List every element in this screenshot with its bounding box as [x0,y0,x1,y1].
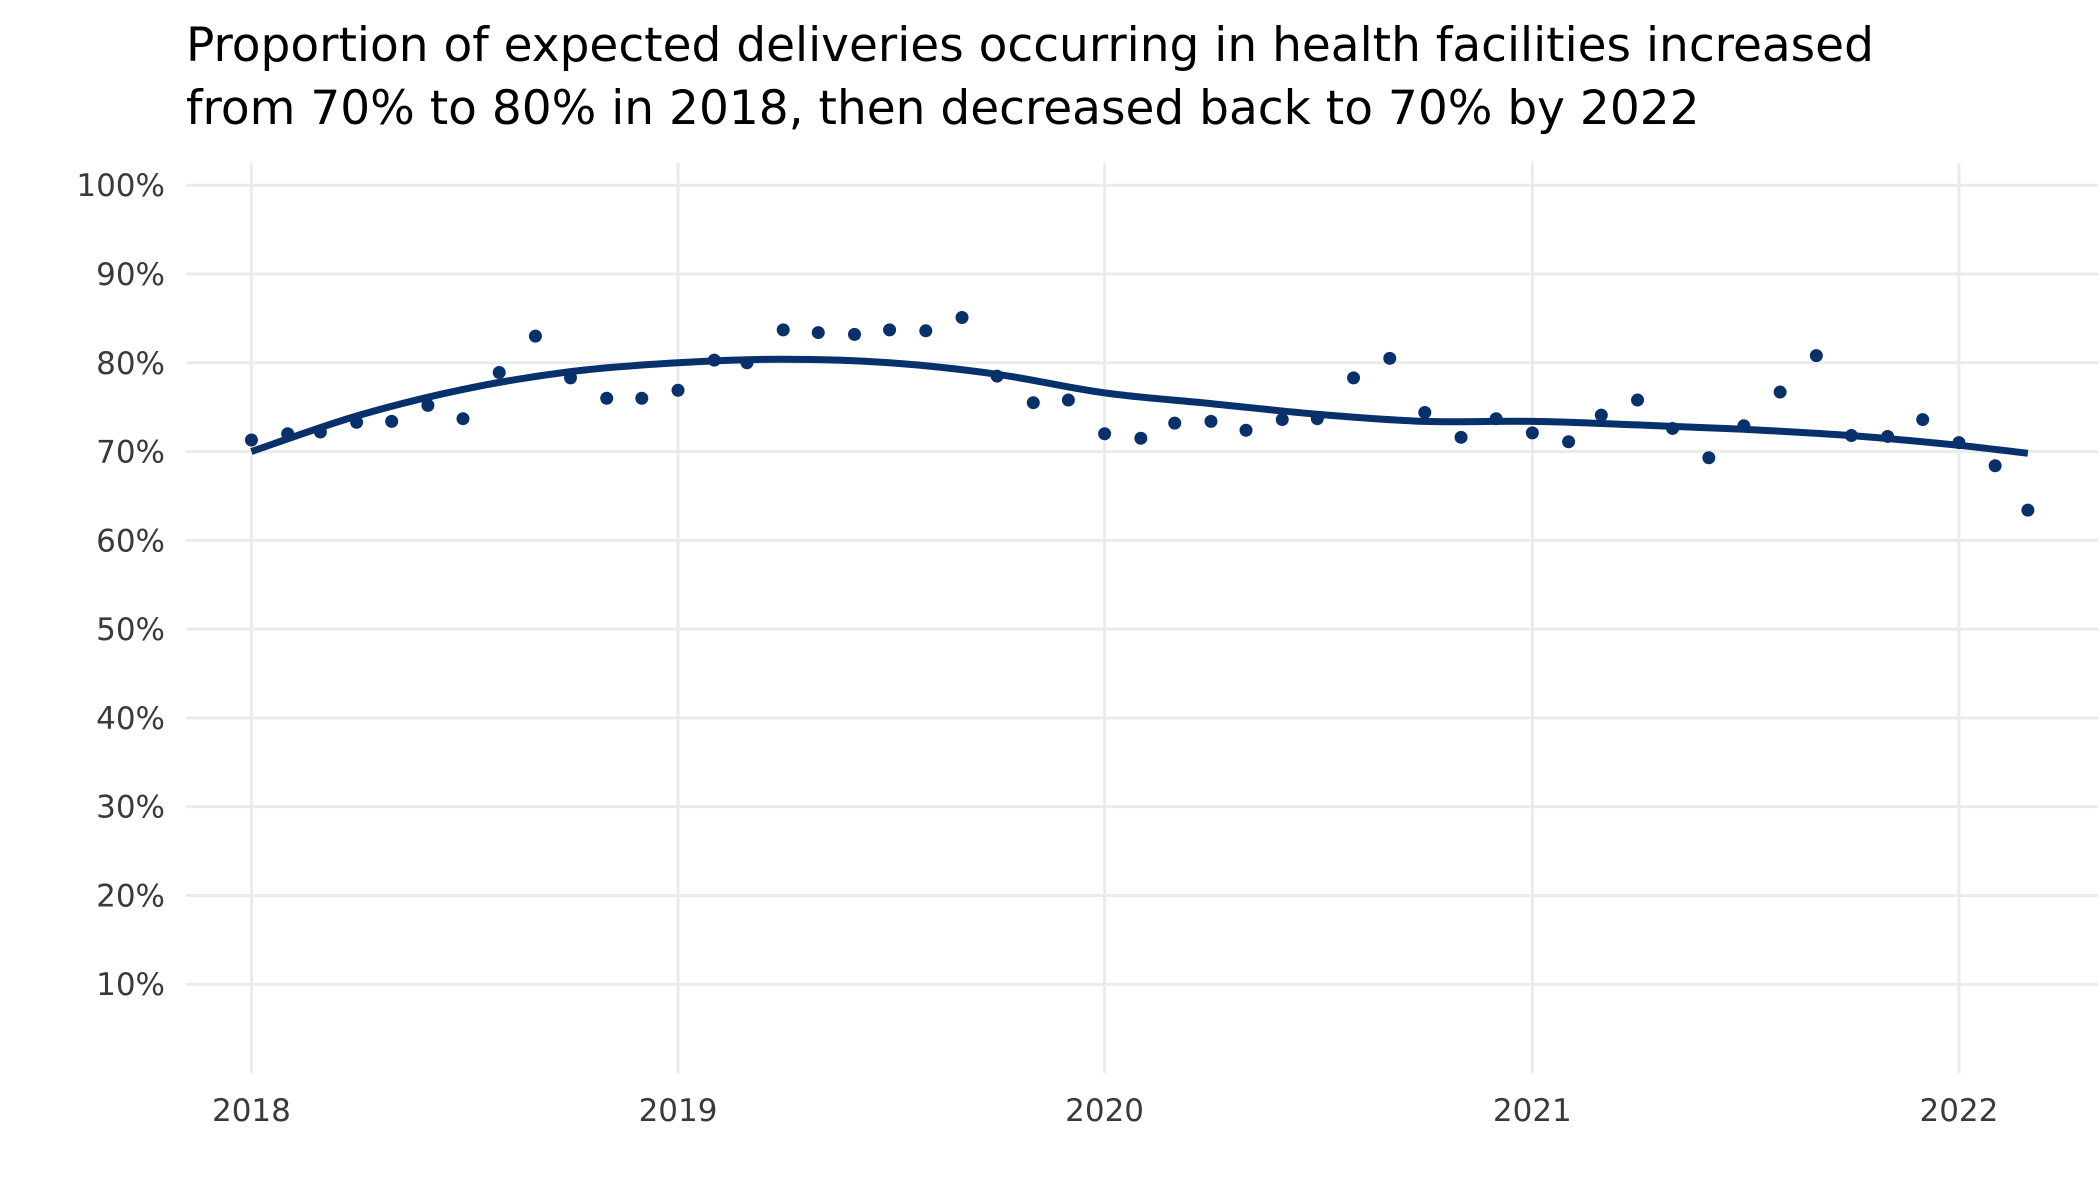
x-tick-label: 2021 [1493,1093,1572,1129]
data-point [1310,412,1324,426]
data-point [1347,371,1361,385]
data-point [740,356,754,370]
x-tick-label: 2022 [1919,1093,1998,1129]
data-point [1383,351,1397,365]
data-point [1454,430,1468,444]
data-point [919,324,933,338]
x-tick-label: 2019 [639,1093,718,1129]
data-point [528,329,542,343]
x-tick-label: 2018 [212,1093,291,1129]
data-point [1168,416,1182,430]
y-tick-label: 20% [96,878,165,914]
data-point [1631,393,1645,407]
data-point [990,369,1004,383]
data-point [883,323,897,337]
chart-title-line-1: Proportion of expected deliveries occurr… [186,18,1874,73]
data-point [1916,413,1930,427]
y-tick-label: 40% [96,701,165,737]
data-point [1844,429,1858,443]
data-point [1594,408,1608,422]
data-point [1098,427,1112,441]
data-point [671,383,685,397]
data-point [1952,436,1966,450]
data-point [1239,423,1253,437]
data-point [1773,385,1787,399]
data-point [707,353,721,367]
data-point [955,310,969,324]
data-point [1988,459,2002,473]
data-point [635,391,649,405]
data-point [1061,393,1075,407]
data-point [1489,412,1503,426]
data-point [1702,451,1716,465]
data-point [313,425,327,439]
data-point [1418,405,1432,419]
y-tick-label: 50% [96,612,165,648]
data-point [2021,503,2035,517]
data-point [811,326,825,340]
data-point [1026,396,1040,410]
data-point [1134,431,1148,445]
data-point [281,427,295,441]
data-point [1881,429,1895,443]
y-tick-label: 10% [96,967,165,1003]
data-point [244,433,258,447]
chart-title-line-2: from 70% to 80% in 2018, then decreased … [186,81,1700,136]
data-point [456,412,470,426]
data-point [600,391,614,405]
axis-labels: 10% 20% 30% 40% 50% 60% 70% 80% 90% 100% 2018 2019 2… [76,168,1998,1129]
data-point [564,371,578,385]
y-tick-label: 100% [76,168,165,204]
data-point [1204,414,1218,428]
x-tick-label: 2020 [1065,1093,1144,1129]
data-point [1809,349,1823,363]
y-tick-label: 30% [96,790,165,826]
y-tick-label: 60% [96,523,165,559]
data-point [1275,413,1289,427]
data-point [1525,426,1539,440]
data-point [1666,421,1680,435]
y-tick-label: 70% [96,435,165,471]
data-point [492,366,506,380]
data-point [385,414,399,428]
chart-title: Proportion of expected deliveries occurr… [186,14,2066,140]
data-point [776,323,790,337]
y-tick-label: 80% [96,346,165,382]
data-point [350,415,364,429]
gridlines [186,163,2098,1073]
data-point [847,327,861,341]
data-points [244,310,2035,517]
y-tick-label: 90% [96,257,165,293]
data-point [421,398,435,412]
data-point [1562,435,1576,449]
data-point [1737,419,1751,433]
